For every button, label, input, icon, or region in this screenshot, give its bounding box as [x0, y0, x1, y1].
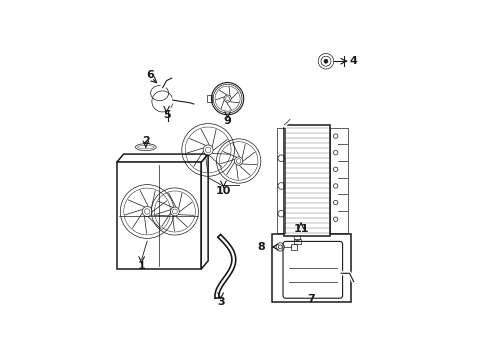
- Polygon shape: [201, 154, 208, 269]
- Bar: [330, 128, 348, 233]
- Bar: [292, 244, 297, 250]
- Bar: [117, 162, 201, 269]
- Text: 8: 8: [257, 242, 265, 252]
- Circle shape: [142, 207, 152, 216]
- Circle shape: [203, 145, 213, 155]
- Circle shape: [171, 207, 179, 216]
- Text: 5: 5: [163, 110, 171, 120]
- Text: 3: 3: [217, 297, 224, 307]
- Circle shape: [324, 59, 328, 63]
- Bar: [277, 128, 285, 233]
- Text: 11: 11: [294, 224, 309, 234]
- Text: 6: 6: [146, 70, 154, 80]
- Text: 9: 9: [223, 116, 231, 126]
- Text: 2: 2: [142, 136, 149, 146]
- Bar: [284, 125, 330, 236]
- Text: 7: 7: [308, 294, 315, 304]
- Bar: [272, 234, 351, 302]
- Text: 4: 4: [349, 56, 357, 66]
- Bar: [294, 239, 301, 244]
- Text: 1: 1: [138, 261, 146, 271]
- Circle shape: [224, 95, 231, 102]
- Bar: [207, 95, 212, 102]
- Circle shape: [235, 157, 243, 165]
- Text: 10: 10: [216, 186, 231, 196]
